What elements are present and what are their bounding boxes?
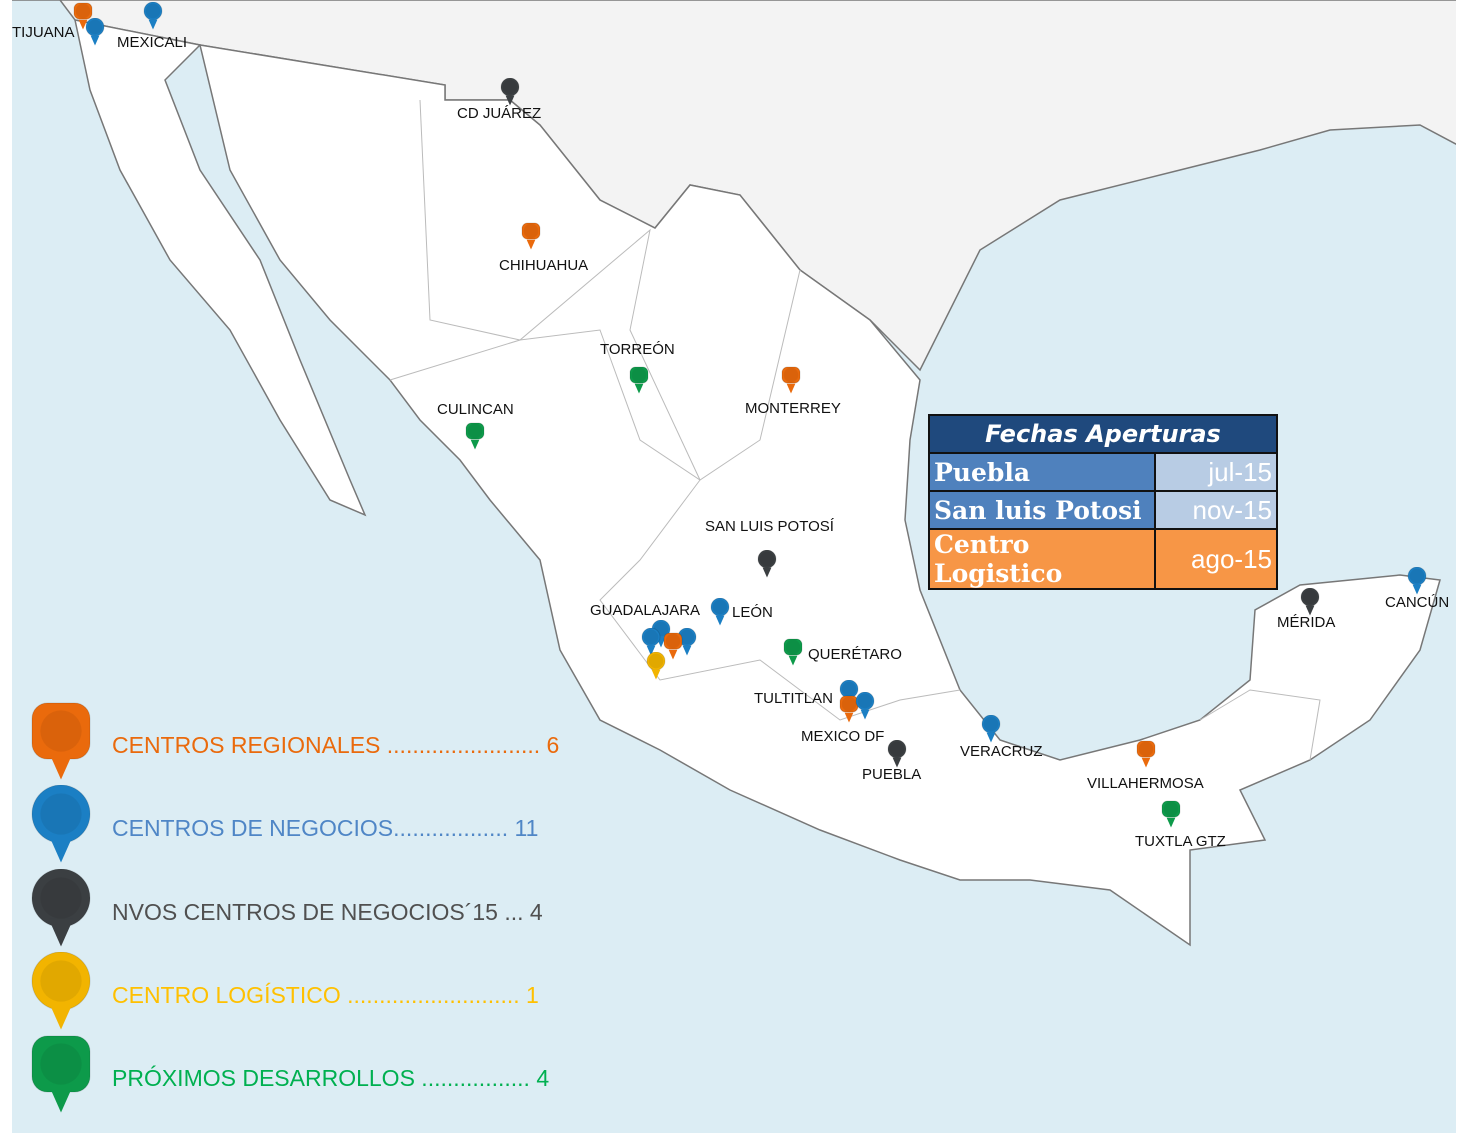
map-pin-icon[interactable] [756,549,778,584]
city-label: TIJUANA [12,24,75,41]
legend-item: CENTROS REGIONALES .....................… [30,702,560,788]
city-label: CHIHUAHUA [499,257,589,274]
opening-date: nov-15 [1154,490,1278,530]
negocios-pin-icon [30,784,92,871]
map-pin-icon[interactable] [84,17,106,52]
legend-item: NVOS CENTROS DE NEGOCIOS´15 ... 4 [30,868,543,955]
map-pin-icon[interactable] [72,2,94,36]
legend-item: CENTRO LOGÍSTICO .......................… [30,951,539,1038]
map-pin-icon[interactable] [464,422,486,456]
regional-pin-icon [30,702,92,788]
legend-label: PRÓXIMOS DESARROLLOS ................. 4 [112,1064,550,1091]
table-title: Fechas Aperturas [928,414,1278,454]
map-pin-icon[interactable] [645,651,667,686]
map-pin-icon[interactable] [1299,587,1321,622]
map-pin-icon[interactable] [662,632,684,666]
logistico-pin-icon [30,951,92,1038]
map-pin-icon[interactable] [676,627,698,662]
city-label: VERACRUZ [960,743,1043,760]
proximos-pin-icon [30,1035,92,1121]
city-label: MEXICO DF [801,728,885,745]
map-pin-icon[interactable] [640,627,662,662]
legend-label: CENTRO LOGÍSTICO .......................… [112,981,539,1008]
legend-item: PRÓXIMOS DESARROLLOS ................. 4 [30,1035,550,1121]
location-name: Centro Logistico [928,528,1156,590]
map-pin-icon[interactable] [628,366,650,400]
map-pin-icon[interactable] [1135,740,1157,774]
table-row: Centro Logistico ago-15 [928,528,1278,590]
table-row: Puebla jul-15 [928,452,1278,492]
map-pin-icon[interactable] [520,222,542,256]
legend-label: NVOS CENTROS DE NEGOCIOS´15 ... 4 [112,898,543,925]
map-pin-icon[interactable] [499,77,521,112]
city-label: TUXTLA GTZ [1135,833,1226,850]
city-label: SAN LUIS POTOSÍ [705,518,834,535]
opening-date: ago-15 [1154,528,1278,590]
city-label: CD JUÁREZ [457,105,542,122]
table-row: San luis Potosi nov-15 [928,490,1278,530]
location-name: Puebla [928,452,1156,492]
location-name: San luis Potosi [928,490,1156,530]
nuevos-pin-icon [30,868,92,955]
fechas-aperturas-table: Fechas Aperturas Puebla jul-15 San luis Po… [928,414,1278,590]
city-label: MONTERREY [745,400,841,417]
map-pin-icon[interactable] [1406,566,1428,601]
map-pin-icon[interactable] [886,739,908,774]
city-label: QUERÉTARO [808,646,902,663]
map-pin-icon[interactable] [780,366,802,400]
city-label: TULTITLAN [754,690,833,707]
legend-label: CENTROS REGIONALES .....................… [112,731,560,758]
city-label: MEXICALI [117,34,188,51]
map-pin-icon[interactable] [142,1,164,36]
city-label: TORREÓN [600,341,675,358]
mexico-mainland [199,44,1441,947]
map-pin-icon[interactable] [854,691,876,726]
map-pin-icon[interactable] [980,714,1002,749]
baja-california [74,19,367,517]
city-label: CULINCAN [437,401,514,418]
city-label: VILLAHERMOSA [1087,775,1204,792]
map-pin-icon[interactable] [1160,800,1182,834]
city-label: MÉRIDA [1277,614,1336,631]
city-label: CANCÚN [1385,594,1450,611]
opening-date: jul-15 [1154,452,1278,492]
legend-item: CENTROS DE NEGOCIOS.................. 11 [30,784,539,871]
map-pin-icon[interactable] [782,638,804,672]
city-label: PUEBLA [862,766,922,783]
state-borders [419,99,801,481]
map-pin-icon[interactable] [709,597,731,632]
city-label: GUADALAJARA [590,602,701,619]
city-label: LEÓN [732,604,773,621]
legend-label: CENTROS DE NEGOCIOS.................. 11 [112,814,539,841]
